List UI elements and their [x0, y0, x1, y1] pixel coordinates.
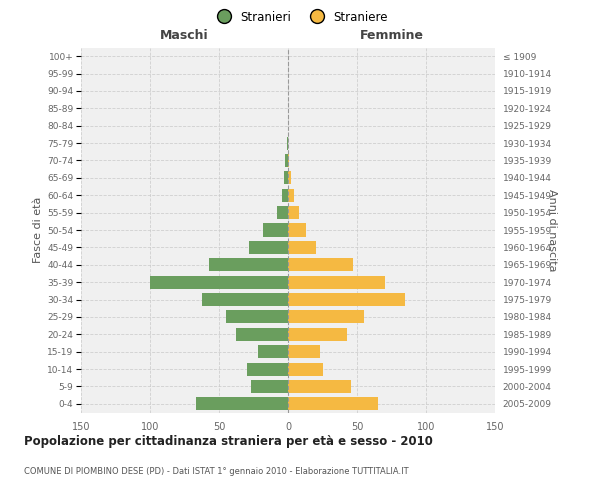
- Bar: [288, 241, 316, 254]
- Bar: [288, 276, 385, 288]
- Bar: [288, 345, 320, 358]
- Bar: [287, 136, 288, 149]
- Bar: [284, 172, 288, 184]
- Y-axis label: Anni di nascita: Anni di nascita: [547, 188, 557, 271]
- Bar: [251, 380, 288, 393]
- Bar: [288, 154, 289, 167]
- Bar: [288, 310, 364, 324]
- Bar: [209, 258, 288, 272]
- Bar: [283, 188, 288, 202]
- Bar: [202, 293, 288, 306]
- Text: COMUNE DI PIOMBINO DESE (PD) - Dati ISTAT 1° gennaio 2010 - Elaborazione TUTTITA: COMUNE DI PIOMBINO DESE (PD) - Dati ISTA…: [24, 468, 409, 476]
- Bar: [263, 224, 288, 236]
- Text: Maschi: Maschi: [160, 30, 209, 43]
- Y-axis label: Fasce di età: Fasce di età: [33, 197, 43, 263]
- Bar: [288, 362, 323, 376]
- Bar: [288, 398, 378, 410]
- Bar: [150, 276, 288, 288]
- Bar: [288, 188, 293, 202]
- Bar: [277, 206, 288, 219]
- Legend: Stranieri, Straniere: Stranieri, Straniere: [207, 6, 393, 28]
- Bar: [247, 362, 288, 376]
- Bar: [285, 154, 288, 167]
- Bar: [257, 345, 288, 358]
- Bar: [288, 258, 353, 272]
- Text: Popolazione per cittadinanza straniera per età e sesso - 2010: Popolazione per cittadinanza straniera p…: [24, 435, 433, 448]
- Bar: [288, 328, 347, 341]
- Bar: [288, 206, 299, 219]
- Bar: [288, 224, 306, 236]
- Text: Femmine: Femmine: [359, 30, 424, 43]
- Bar: [288, 380, 352, 393]
- Bar: [236, 328, 288, 341]
- Bar: [250, 241, 288, 254]
- Bar: [288, 293, 406, 306]
- Bar: [196, 398, 288, 410]
- Bar: [226, 310, 288, 324]
- Bar: [288, 172, 291, 184]
